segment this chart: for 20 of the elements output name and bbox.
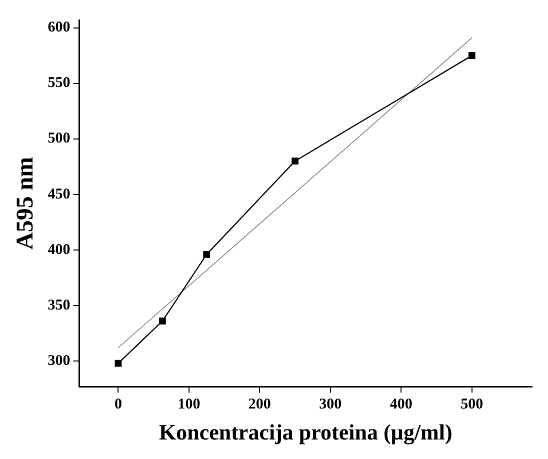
- x-tick-label: 100: [178, 396, 200, 412]
- point: [468, 52, 476, 59]
- x-tick-label: 500: [460, 396, 484, 412]
- point: [292, 158, 298, 165]
- y-tick-label: 350: [48, 297, 70, 314]
- y-tick-label: 400: [48, 242, 70, 258]
- x-tick-label: 400: [390, 396, 412, 412]
- y-tick-label: 300: [48, 352, 70, 369]
- y-tick-label: 450: [48, 186, 70, 202]
- point: [203, 250, 210, 258]
- x-tick-label: 300: [319, 396, 342, 412]
- y-tick-label: 550: [48, 75, 70, 92]
- y-tick-label: 500: [48, 130, 70, 147]
- x-tick-label: 200: [248, 396, 271, 412]
- point: [158, 318, 166, 324]
- x-tick-label: 0: [114, 396, 122, 412]
- x-axis-title: Koncentracija proteina (µg/ml): [158, 419, 452, 444]
- point: [114, 360, 122, 367]
- y-tick-label: 600: [48, 20, 70, 36]
- y-axis-title: A595 nm: [12, 156, 39, 250]
